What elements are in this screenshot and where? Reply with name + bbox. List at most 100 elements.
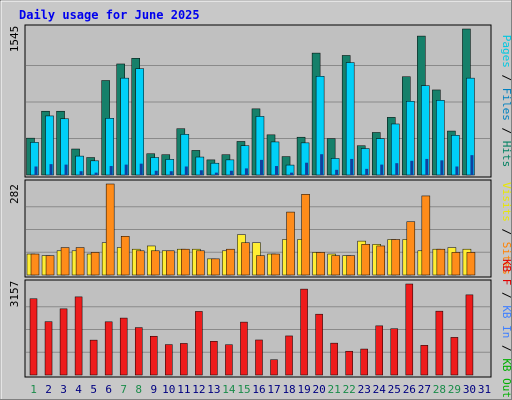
bar-pages — [425, 158, 429, 175]
day-label: 5 — [90, 383, 97, 396]
panel-mid-bars — [26, 183, 476, 276]
bar-sites — [376, 245, 385, 276]
bar-sites — [316, 252, 325, 276]
day-label: 7 — [120, 383, 127, 396]
bar-pages — [154, 170, 158, 175]
bar-kb-f — [74, 296, 83, 376]
bar-kb-f — [59, 308, 68, 376]
panel-mid: 282 Visits / Sites — [8, 179, 512, 278]
bar-pages — [350, 158, 354, 175]
bar-kb-f — [195, 311, 203, 376]
legend-entry: / — [500, 222, 512, 242]
bar-kb-f — [210, 341, 218, 376]
bar-pages — [244, 168, 248, 175]
legend-entry: Sites — [500, 242, 512, 275]
bar-sites — [45, 255, 55, 276]
bar-sites — [211, 258, 220, 276]
bar-pages — [184, 166, 188, 175]
legend-entry: / — [500, 68, 512, 88]
day-label: 21 — [328, 383, 341, 396]
bar-sites — [256, 255, 265, 276]
panel-bot-legend: KB F / KB In / KB Out — [500, 259, 512, 398]
panel-bot-max-label: 3157 — [8, 281, 21, 308]
bar-kb-f — [375, 325, 383, 376]
bar-files — [120, 77, 129, 176]
bar-kb-f — [405, 283, 414, 376]
panel-top: 1545 Pages / Files / Hits — [8, 24, 512, 178]
legend-entry: / — [500, 338, 512, 358]
day-label: 22 — [343, 383, 356, 396]
bar-kb-f — [44, 321, 53, 376]
bar-pages — [169, 171, 173, 175]
bar-pages — [199, 170, 203, 175]
bar-sites — [30, 253, 40, 276]
bar-kb-f — [450, 337, 459, 376]
bar-kb-f — [104, 321, 113, 376]
bar-sites — [451, 252, 461, 276]
bar-sites — [241, 242, 250, 276]
bar-pages — [229, 170, 233, 175]
bar-sites — [105, 183, 115, 276]
bar-sites — [361, 244, 370, 276]
day-label: 29 — [448, 383, 461, 396]
bar-kb-f — [330, 342, 338, 376]
day-label: 31 — [478, 383, 491, 396]
day-label: 15 — [237, 383, 250, 396]
bar-sites — [120, 236, 130, 276]
bar-pages — [79, 171, 83, 175]
bar-kb-f — [240, 321, 248, 376]
bar-sites — [75, 247, 85, 276]
day-label: 27 — [418, 383, 431, 396]
day-label: 25 — [388, 383, 401, 396]
bar-sites — [331, 255, 340, 276]
bar-kb-f — [180, 343, 188, 376]
bar-sites — [391, 239, 401, 276]
bar-pages — [290, 172, 294, 175]
bar-sites — [346, 255, 355, 276]
x-axis-day-labels: 1 2 3 4 5 6 7 8 9 10 11 12 13 14 15 16 17 18 19 20 21 22 23 24 2… — [30, 383, 491, 396]
bar-files — [135, 68, 144, 176]
legend-entry: Files — [500, 88, 512, 121]
day-label: 17 — [267, 383, 280, 396]
bar-sites — [406, 221, 416, 276]
bar-sites — [135, 250, 145, 276]
bar-pages — [320, 154, 324, 175]
panel-mid-legend: Visits / Sites — [500, 182, 512, 275]
day-label: 16 — [252, 383, 265, 396]
panel-bot-bars — [29, 283, 474, 376]
bar-sites — [90, 252, 100, 276]
bar-pages — [139, 163, 143, 175]
panel-top-bars — [26, 28, 475, 176]
bar-sites — [301, 194, 310, 276]
bar-kb-f — [150, 335, 158, 376]
legend-entry: Pages — [500, 35, 512, 68]
day-label: 8 — [135, 383, 142, 396]
bar-pages — [124, 164, 128, 175]
bar-pages — [455, 166, 459, 175]
bar-kb-f — [300, 288, 308, 376]
day-label: 26 — [403, 383, 416, 396]
bar-pages — [305, 162, 309, 175]
day-label: 28 — [433, 383, 446, 396]
bar-pages — [259, 159, 263, 175]
bar-kb-f — [390, 328, 399, 376]
legend-entry: Visits — [500, 182, 512, 222]
legend-entry: Hits — [500, 141, 512, 168]
day-label: 14 — [222, 383, 236, 396]
bar-pages — [335, 169, 339, 175]
bar-sites — [271, 253, 280, 276]
bar-kb-f — [420, 345, 429, 376]
bar-kb-f — [285, 335, 293, 376]
bar-pages — [49, 164, 53, 175]
legend-entry: KB In — [500, 305, 512, 338]
bar-sites — [286, 211, 295, 276]
bar-kb-f — [119, 317, 128, 376]
day-label: 2 — [45, 383, 52, 396]
bar-sites — [151, 250, 160, 276]
day-label: 19 — [297, 383, 310, 396]
bar-pages — [94, 172, 98, 175]
bar-kb-f — [225, 344, 233, 376]
day-label: 10 — [162, 383, 175, 396]
